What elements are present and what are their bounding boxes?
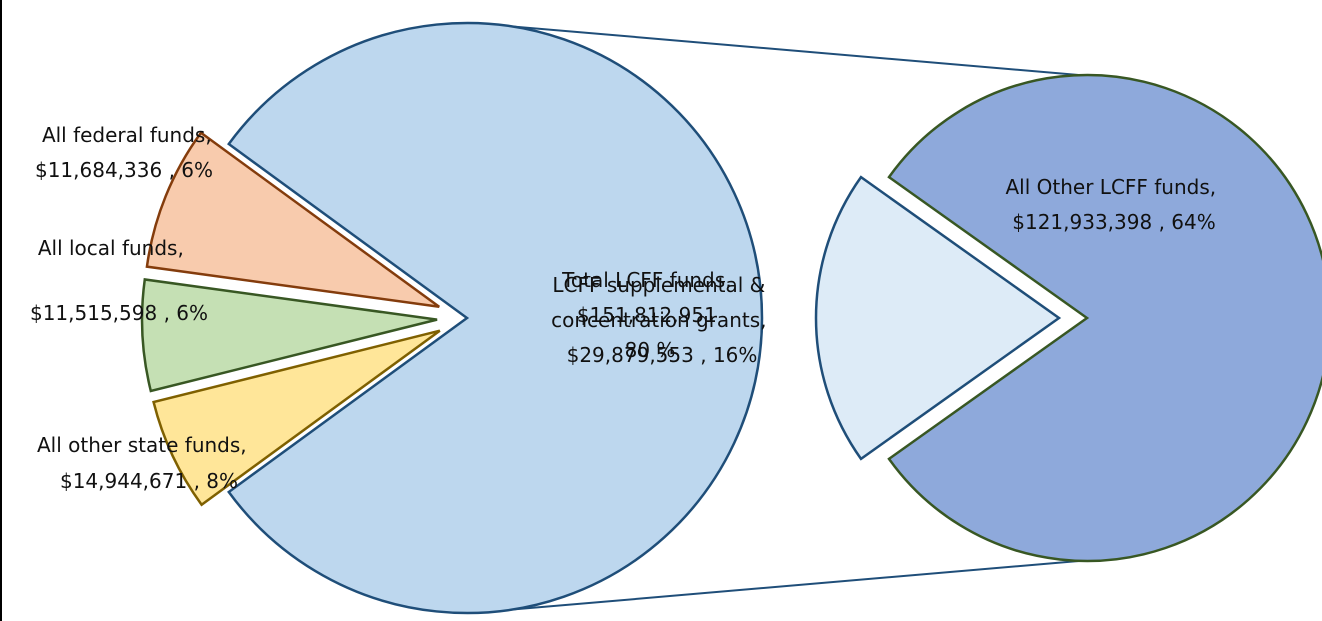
label-federal-value-text: $11,684,336 [35,158,162,182]
label-local-comma: , [177,236,183,260]
label-state-comma: , [240,433,246,457]
pie-slice-state [145,131,440,309]
label-lcff-total-value: $151,812,951 [577,303,717,327]
label-lcff-other-value-text: $121,933,398 [1012,210,1152,234]
connector-line-bottom [506,558,1103,611]
connector-line-top [506,25,1103,78]
label-lcff-total-percent: 80 % [625,338,676,362]
label-federal-value: $11,684,336 , 6% [35,158,213,182]
label-federal-percent: 6% [181,158,213,182]
label-lcff-total: Total LCFF funds, $151,812,951 80 % [561,268,738,362]
pie-slice-federal [152,329,441,507]
label-local-name: All local funds [38,236,178,260]
label-lcff-other-name: All Other LCFF funds [1006,175,1210,199]
label-local-value-text: $11,515,598 [30,301,157,325]
label-lcff-total-comma: , [725,268,731,292]
label-state-value-text: $14,944,671 [60,469,187,493]
label-lcff-supplemental: LCFF supplemental & concentration grants… [551,273,773,367]
label-state-value: $14,944,671 , 8% [60,469,238,493]
label-lcff-supp-line1: LCFF supplemental & [552,273,765,297]
label-lcff-supp-line2: concentration grants, [551,308,766,332]
label-lcff-supp-percent: 16% [713,343,757,367]
label-lcff-other-value: $121,933,398 , 64% [1012,210,1216,234]
label-lcff-other-comma: , [1210,175,1216,199]
label-lcff-other: All Other LCFF funds, $121,933,398 , 64% [1006,175,1223,234]
pie-slice-local [140,278,438,393]
label-state-name: All other state funds [37,433,240,457]
label-lcff-total-name: Total LCFF funds [561,268,725,292]
label-federal-comma: , [205,123,211,147]
label-local-percent: 6% [176,301,208,325]
label-lcff-supp-value: $29,879,553 , 16% [567,343,758,367]
label-federal: All federal funds, $11,684,336 , 6% [35,123,218,182]
pie-slice-lcff-total [227,21,764,615]
label-state: All other state funds, $14,944,671 , 8% [37,433,253,493]
label-local: All local funds, $11,515,598 , 6% [30,236,208,325]
pie-slice-lcff-supplemental [814,175,1062,461]
label-lcff-supp-value-text: $29,879,553 [567,343,694,367]
pie-slice-lcff-other [887,73,1322,563]
label-federal-name: All federal funds [42,123,205,147]
label-state-percent: 8% [206,469,238,493]
label-local-value: $11,515,598 , 6% [30,301,208,325]
label-lcff-other-percent: 64% [1171,210,1215,234]
